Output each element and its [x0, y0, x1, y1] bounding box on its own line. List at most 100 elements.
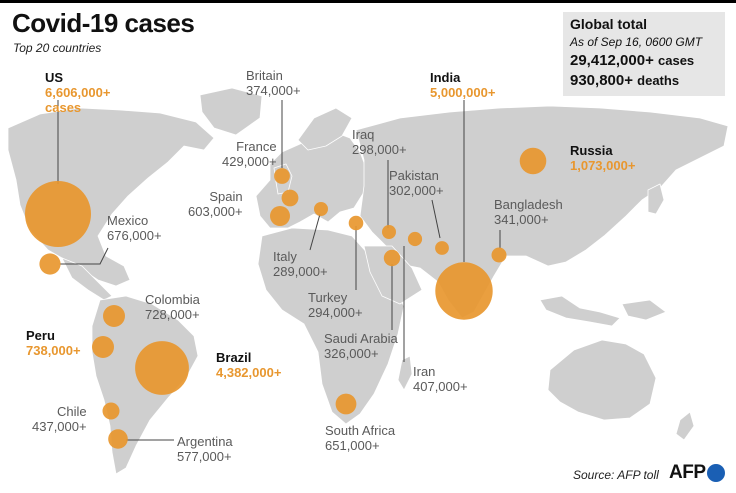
- bubble-colombia: [103, 305, 125, 327]
- label-britain: Britain 374,000+: [246, 68, 301, 98]
- bubble-india: [435, 262, 493, 320]
- bubble-spain: [270, 206, 290, 226]
- label-india-name: India: [430, 70, 461, 85]
- label-brazil-value: 4,382,000+: [216, 365, 282, 380]
- bubble-britain: [274, 168, 290, 184]
- bubble-turkey: [314, 202, 328, 216]
- label-turkey-name: Turkey: [308, 290, 348, 305]
- label-pakistan-name: Pakistan: [389, 168, 439, 183]
- label-saudi-arabia-value: 326,000+: [324, 346, 379, 361]
- label-us: US 6,606,000+ cases: [45, 70, 110, 115]
- land-new-zealand: [675, 411, 695, 441]
- page-subtitle: Top 20 countries: [13, 41, 102, 55]
- label-spain-value: 603,000+: [188, 204, 243, 219]
- label-turkey: Turkey 294,000+: [308, 290, 363, 320]
- label-us-name: US: [45, 70, 64, 85]
- label-iraq-name: Iraq: [352, 127, 375, 142]
- label-saudi-arabia-name: Saudi Arabia: [324, 331, 398, 346]
- label-us-value: 6,606,000+: [45, 85, 111, 100]
- label-italy-value: 289,000+: [273, 264, 328, 279]
- label-mexico-name: Mexico: [107, 213, 149, 228]
- label-spain-name: Spain: [209, 189, 243, 204]
- bubble-iraq: [382, 225, 396, 239]
- label-italy: Italy 289,000+: [273, 249, 328, 279]
- label-france-value: 429,000+: [222, 154, 277, 169]
- leader-lines: [57, 100, 501, 441]
- label-france-name: France: [236, 139, 277, 154]
- label-south-africa: South Africa 651,000+: [325, 423, 395, 453]
- land-scandinavia: [297, 107, 353, 151]
- label-chile-name: Chile: [56, 404, 87, 419]
- label-south-africa-value: 651,000+: [325, 438, 380, 453]
- label-us-unit: cases: [45, 100, 82, 115]
- case-bubbles: [25, 147, 547, 449]
- bubble-brazil: [135, 341, 189, 395]
- global-total-heading: Global total: [570, 16, 647, 32]
- global-cases-unit: cases: [658, 53, 695, 68]
- label-mexico-value: 676,000+: [107, 228, 162, 243]
- label-south-africa-name: South Africa: [325, 423, 396, 438]
- global-cases-value: 29,412,000+: [570, 52, 654, 69]
- label-colombia-value: 728,000+: [145, 307, 200, 322]
- bubble-argentina: [108, 429, 128, 449]
- label-saudi-arabia: Saudi Arabia 326,000+: [324, 331, 398, 361]
- top-rule: [0, 0, 736, 3]
- label-chile-value: 437,000+: [32, 419, 87, 434]
- bubble-italy: [435, 241, 449, 255]
- label-peru-value: 738,000+: [26, 343, 81, 358]
- label-argentina-value: 577,000+: [177, 449, 232, 464]
- global-deaths-unit: deaths: [637, 73, 680, 88]
- label-peru-name: Peru: [26, 328, 55, 343]
- bubble-pakistan: [407, 231, 423, 247]
- label-turkey-value: 294,000+: [308, 305, 363, 320]
- bubble-russia: [519, 147, 547, 175]
- source-note: Source: AFP toll: [573, 468, 659, 482]
- global-total-panel: Global total As of Sep 16, 0600 GMT 29,4…: [563, 12, 725, 96]
- leader-mexico: [60, 247, 109, 265]
- land-madagascar: [397, 355, 413, 391]
- label-iran-value: 407,000+: [413, 379, 468, 394]
- label-argentina: Argentina 577,000+: [177, 434, 233, 464]
- global-deaths-line: 930,800+ deaths: [570, 72, 718, 89]
- label-peru: Peru 738,000+: [26, 328, 81, 358]
- land-australia: [547, 339, 657, 421]
- label-italy-name: Italy: [273, 249, 297, 264]
- label-pakistan-value: 302,000+: [389, 183, 444, 198]
- bubble-france: [281, 189, 299, 207]
- label-russia-value: 1,073,000+: [570, 158, 636, 173]
- land-africa: [257, 227, 405, 425]
- bubble-saudi-arabia: [348, 215, 364, 231]
- land-greenland: [199, 87, 263, 136]
- land-central-america: [61, 257, 113, 301]
- land-indonesia: [539, 295, 621, 327]
- label-france: France 429,000+: [222, 139, 277, 169]
- page-title: Covid-19 cases: [12, 8, 195, 38]
- label-russia: Russia 1,073,000+: [570, 143, 635, 173]
- land-japan: [647, 183, 665, 215]
- label-colombia: Colombia 728,000+: [145, 292, 200, 322]
- afp-logo-dot: [707, 464, 725, 482]
- label-britain-name: Britain: [246, 68, 283, 83]
- land-new-guinea: [621, 299, 667, 321]
- global-total-date: As of Sep 16, 0600 GMT: [570, 35, 703, 49]
- bubble-peru: [92, 336, 114, 358]
- label-india-value: 5,000,000+: [430, 85, 496, 100]
- land-arabia: [363, 245, 423, 305]
- label-russia-name: Russia: [570, 143, 613, 158]
- bubble-bangladesh: [491, 247, 507, 263]
- leader-italy: [309, 213, 321, 251]
- label-britain-value: 374,000+: [246, 83, 301, 98]
- label-bangladesh-value: 341,000+: [494, 212, 549, 227]
- bubble-mexico: [39, 253, 61, 275]
- label-pakistan: Pakistan 302,000+: [389, 168, 444, 198]
- afp-logo: AFP: [669, 462, 706, 483]
- label-colombia-name: Colombia: [145, 292, 200, 307]
- bubble-south-africa: [335, 393, 357, 415]
- label-iran: Iran 407,000+: [413, 364, 468, 394]
- label-iran-name: Iran: [413, 364, 436, 379]
- label-india: India 5,000,000+: [430, 70, 495, 100]
- bubble-us: [25, 181, 91, 247]
- label-argentina-name: Argentina: [177, 434, 233, 449]
- bubble-iran: [383, 249, 401, 267]
